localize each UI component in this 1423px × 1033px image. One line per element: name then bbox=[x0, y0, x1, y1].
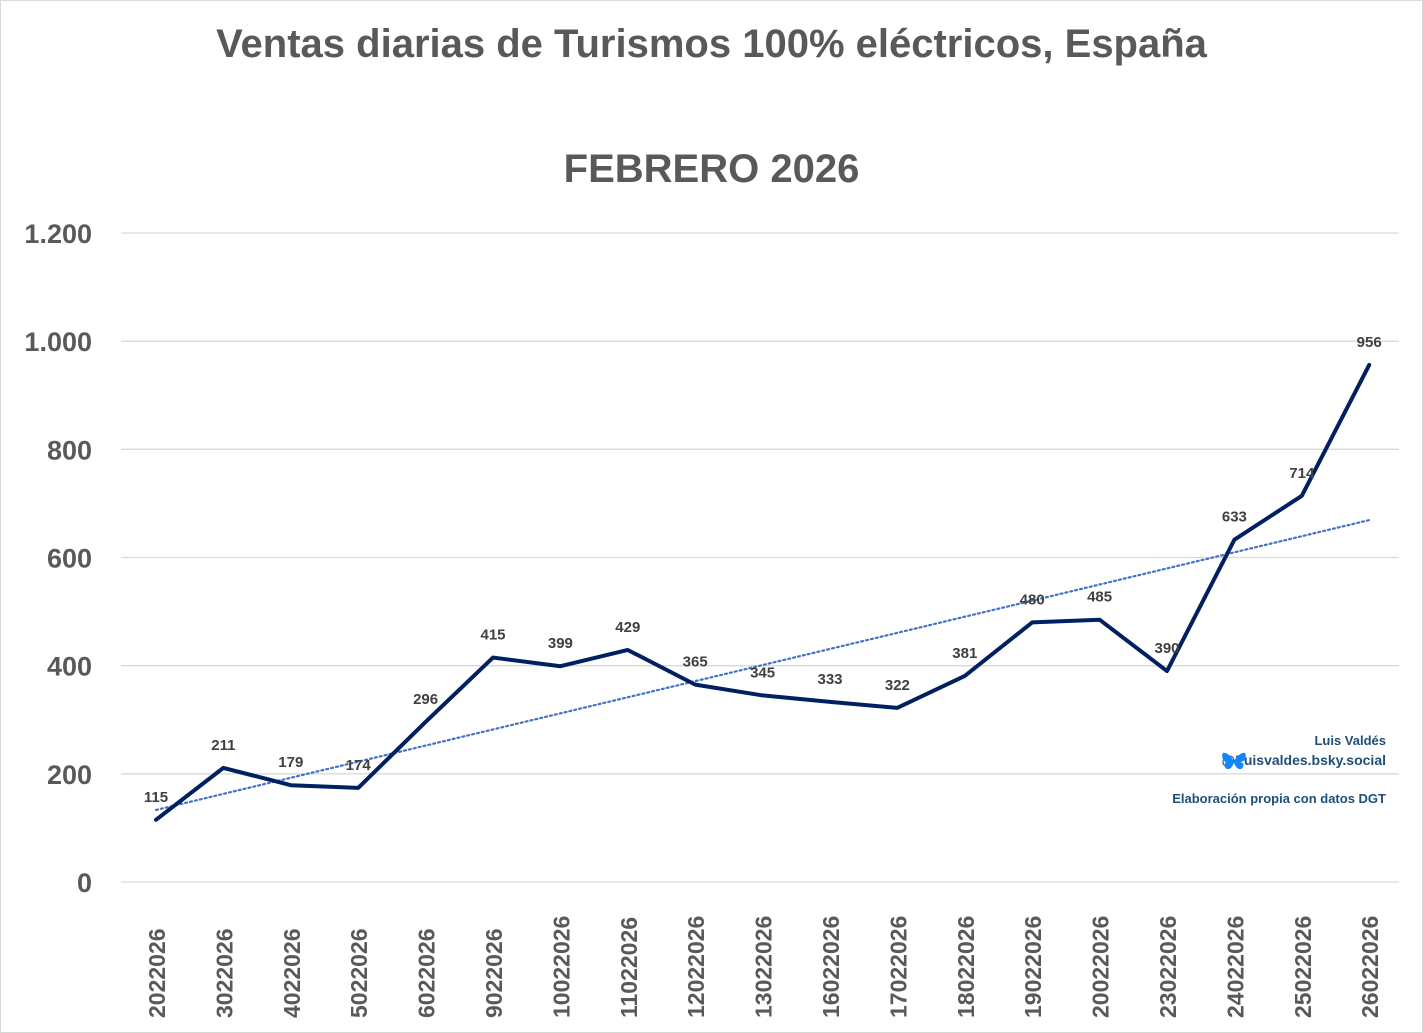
y-tick-label: 200 bbox=[47, 760, 92, 790]
y-tick-label: 1.000 bbox=[24, 327, 92, 357]
x-tick-label: 2022026 bbox=[144, 928, 170, 1018]
chart-subtitle: FEBRERO 2026 bbox=[563, 147, 860, 191]
x-tick-label: 19022026 bbox=[1020, 916, 1046, 1018]
x-tick-label: 23022026 bbox=[1155, 916, 1181, 1018]
credit-handle[interactable]: @Luisvaldes.bsky.social bbox=[1221, 752, 1386, 770]
chart-title: Ventas diarias de Turismos 100% eléctric… bbox=[216, 22, 1207, 66]
trendline bbox=[154, 519, 1371, 812]
x-tick-label: 6022026 bbox=[414, 928, 440, 1018]
data-label: 322 bbox=[885, 677, 910, 694]
credit-author: Luis Valdés bbox=[1314, 733, 1386, 748]
x-tick-label: 4022026 bbox=[279, 928, 305, 1018]
data-label: 115 bbox=[144, 789, 168, 806]
data-label: 480 bbox=[1020, 591, 1045, 608]
data-label: 485 bbox=[1087, 589, 1112, 606]
data-label: 956 bbox=[1357, 334, 1382, 351]
credit-handle-text: @Luisvaldes.bsky.social bbox=[1221, 752, 1386, 768]
x-tick-label: 10022026 bbox=[548, 916, 574, 1018]
data-label: 333 bbox=[817, 671, 842, 688]
data-label: 365 bbox=[683, 654, 708, 671]
y-tick-label: 800 bbox=[47, 435, 92, 465]
data-label: 415 bbox=[480, 627, 505, 644]
y-tick-label: 0 bbox=[77, 868, 92, 898]
data-label: 345 bbox=[750, 664, 775, 681]
data-label: 390 bbox=[1154, 640, 1179, 657]
x-tick-label: 20022026 bbox=[1088, 916, 1114, 1018]
x-tick-label: 16022026 bbox=[818, 916, 844, 1018]
x-axis-ticks: 2022026 3022026 4022026 5022026 6022026 90220… bbox=[144, 916, 1383, 1018]
x-tick-label: 9022026 bbox=[481, 928, 507, 1018]
data-label: 174 bbox=[346, 757, 372, 774]
trendline-layer bbox=[154, 519, 1371, 812]
data-label: 211 bbox=[211, 737, 235, 754]
data-label: 381 bbox=[952, 645, 977, 662]
series-line bbox=[154, 362, 1372, 822]
data-labels: 115 211 179 174 296 415 399 429 365 345 333 322 381 4… bbox=[144, 334, 1382, 806]
x-tick-label: 12022026 bbox=[683, 916, 709, 1018]
data-label: 296 bbox=[413, 691, 438, 708]
y-tick-label: 600 bbox=[47, 544, 92, 574]
data-label: 633 bbox=[1222, 509, 1247, 526]
data-label: 714 bbox=[1289, 465, 1315, 482]
x-tick-label: 13022026 bbox=[751, 916, 777, 1018]
series-layer bbox=[154, 362, 1372, 822]
data-label: 399 bbox=[548, 635, 573, 652]
y-tick-label: 1.200 bbox=[24, 219, 92, 249]
x-tick-label: 3022026 bbox=[211, 928, 237, 1018]
x-tick-label: 5022026 bbox=[346, 928, 372, 1018]
data-label: 429 bbox=[615, 619, 640, 636]
x-tick-label: 18022026 bbox=[953, 916, 979, 1018]
x-tick-label: 17022026 bbox=[885, 916, 911, 1018]
y-axis-ticks: 0 200 400 600 800 1.000 1.200 bbox=[24, 219, 92, 898]
butterfly-icon bbox=[1221, 752, 1246, 770]
data-label: 179 bbox=[278, 754, 303, 771]
y-tick-label: 400 bbox=[47, 652, 92, 682]
x-tick-label: 11022026 bbox=[616, 917, 642, 1018]
x-tick-label: 26022026 bbox=[1357, 916, 1383, 1018]
credit-source: Elaboración propia con datos DGT bbox=[1172, 791, 1386, 806]
x-tick-label: 25022026 bbox=[1290, 916, 1316, 1018]
x-tick-label: 24022026 bbox=[1222, 916, 1248, 1018]
